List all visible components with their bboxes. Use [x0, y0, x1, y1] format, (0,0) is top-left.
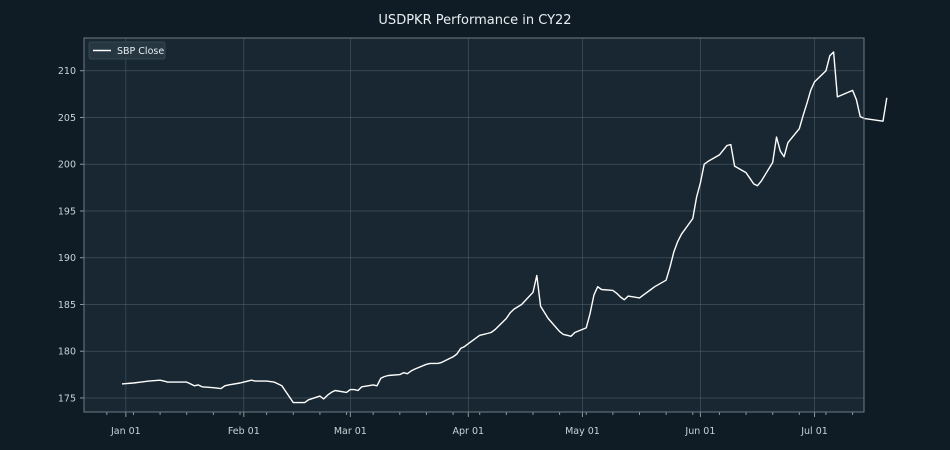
x-tick-label: Feb 01 — [228, 426, 260, 437]
legend-label: SBP Close — [117, 46, 164, 57]
y-tick-label: 210 — [58, 66, 76, 77]
plot-frame — [83, 37, 865, 413]
grid — [84, 38, 864, 412]
legend-box — [88, 41, 166, 60]
y-tick-label: 205 — [58, 113, 76, 124]
chart-title: USDPKR Performance in CY22 — [378, 13, 571, 28]
x-tick-label: May 01 — [565, 426, 600, 437]
x-tick-label: Jun 01 — [684, 426, 715, 437]
x-tick-label: Jul 01 — [800, 426, 828, 437]
y-tick-label: 185 — [58, 300, 76, 311]
x-tick-label: Apr 01 — [453, 426, 485, 437]
series-line-sbp-close — [121, 51, 888, 404]
y-tick-label: 195 — [58, 206, 76, 217]
legend: SBP Close — [88, 41, 166, 60]
axes: 175 180 185 190 195 200 205 210 Jan 01 Feb 01 Mar … — [58, 66, 854, 437]
x-tick-label: Jan 01 — [110, 426, 141, 437]
y-tick-label: 200 — [58, 160, 76, 171]
plot-area — [84, 38, 864, 412]
y-tick-label: 180 — [58, 347, 76, 358]
y-tick-label: 190 — [58, 253, 76, 264]
y-tick-label: 175 — [58, 393, 76, 404]
x-tick-label: Mar 01 — [334, 426, 367, 437]
